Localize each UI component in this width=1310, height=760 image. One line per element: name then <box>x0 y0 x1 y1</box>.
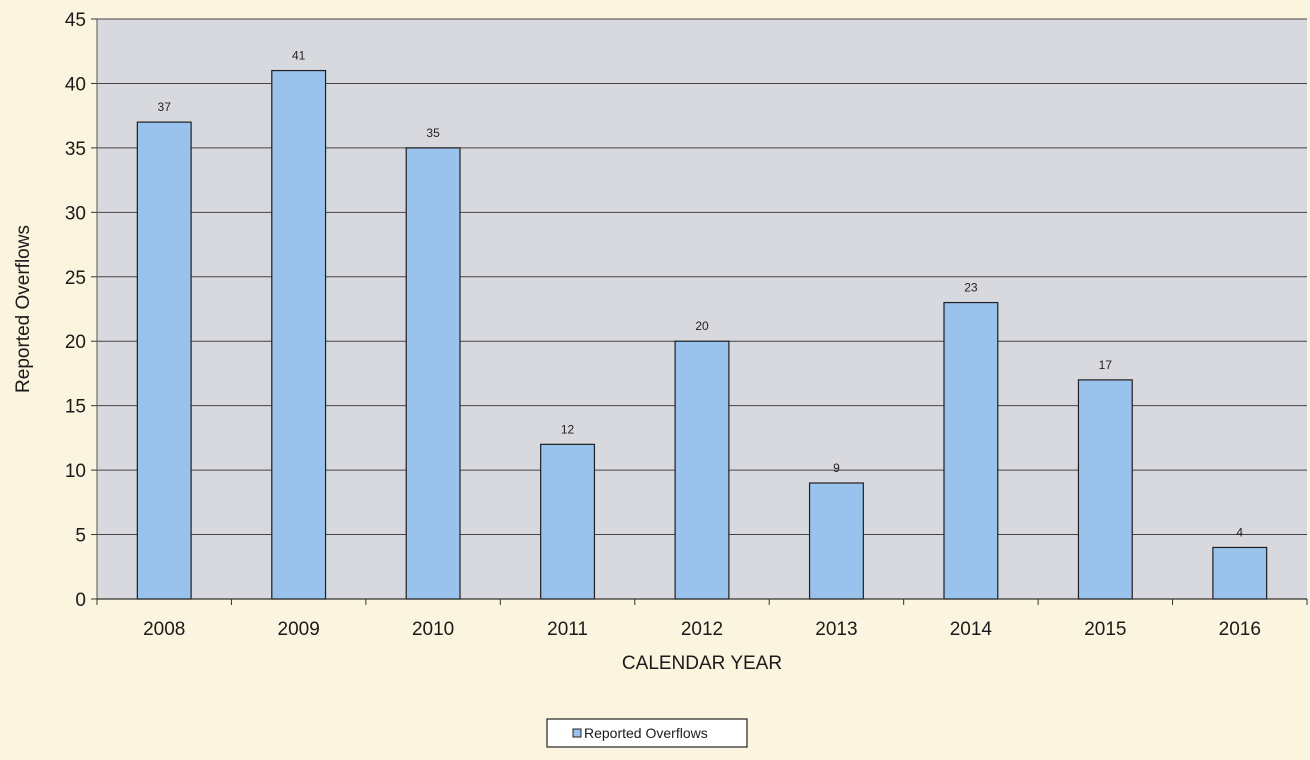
x-tick-label: 2013 <box>815 619 857 640</box>
y-tick-label: 20 <box>65 332 86 353</box>
data-label: 20 <box>695 319 709 333</box>
x-axis-title: CALENDAR YEAR <box>622 653 782 674</box>
x-tick-label: 2014 <box>950 619 993 640</box>
data-label: 17 <box>1099 358 1113 372</box>
y-tick-label: 10 <box>65 461 86 482</box>
y-axis-title: Reported Overflows <box>13 225 34 393</box>
y-tick-label: 45 <box>65 10 86 31</box>
y-tick-label: 35 <box>65 139 86 160</box>
legend: Reported Overflows <box>546 718 748 748</box>
bar <box>540 443 596 600</box>
axes <box>91 18 1308 605</box>
data-label: 35 <box>426 126 440 140</box>
bar <box>943 301 999 600</box>
bar <box>136 121 192 600</box>
y-tick-label: 25 <box>65 268 86 289</box>
x-tick-label: 2009 <box>278 619 320 640</box>
legend-swatch <box>572 728 582 738</box>
y-tick-label: 0 <box>75 590 86 611</box>
data-label: 9 <box>833 461 840 475</box>
bar <box>808 482 864 600</box>
y-tick-label: 30 <box>65 203 86 224</box>
x-tick-label: 2011 <box>547 619 588 640</box>
data-label: 4 <box>1236 525 1243 539</box>
bar <box>1212 546 1268 600</box>
tick-labels: 0 5 10 15 20 25 30 35 40 45 37 2008 41 2009 35 2010 12 20… <box>65 10 1261 640</box>
bars <box>136 69 1268 600</box>
legend-label: Reported Overflows <box>584 725 708 741</box>
x-tick-label: 2008 <box>143 619 185 640</box>
data-label: 41 <box>292 49 306 63</box>
bar <box>674 340 730 600</box>
data-label: 23 <box>964 281 978 295</box>
x-tick-label: 2015 <box>1084 619 1126 640</box>
data-label: 37 <box>158 100 172 114</box>
bar <box>1077 379 1133 600</box>
bar <box>271 69 327 600</box>
x-tick-label: 2016 <box>1219 619 1261 640</box>
x-tick-label: 2010 <box>412 619 454 640</box>
bar <box>405 147 461 600</box>
y-tick-label: 15 <box>65 397 86 418</box>
data-label: 12 <box>561 422 575 436</box>
y-tick-label: 5 <box>75 526 86 547</box>
y-tick-label: 40 <box>65 74 86 95</box>
x-tick-label: 2012 <box>681 619 723 640</box>
